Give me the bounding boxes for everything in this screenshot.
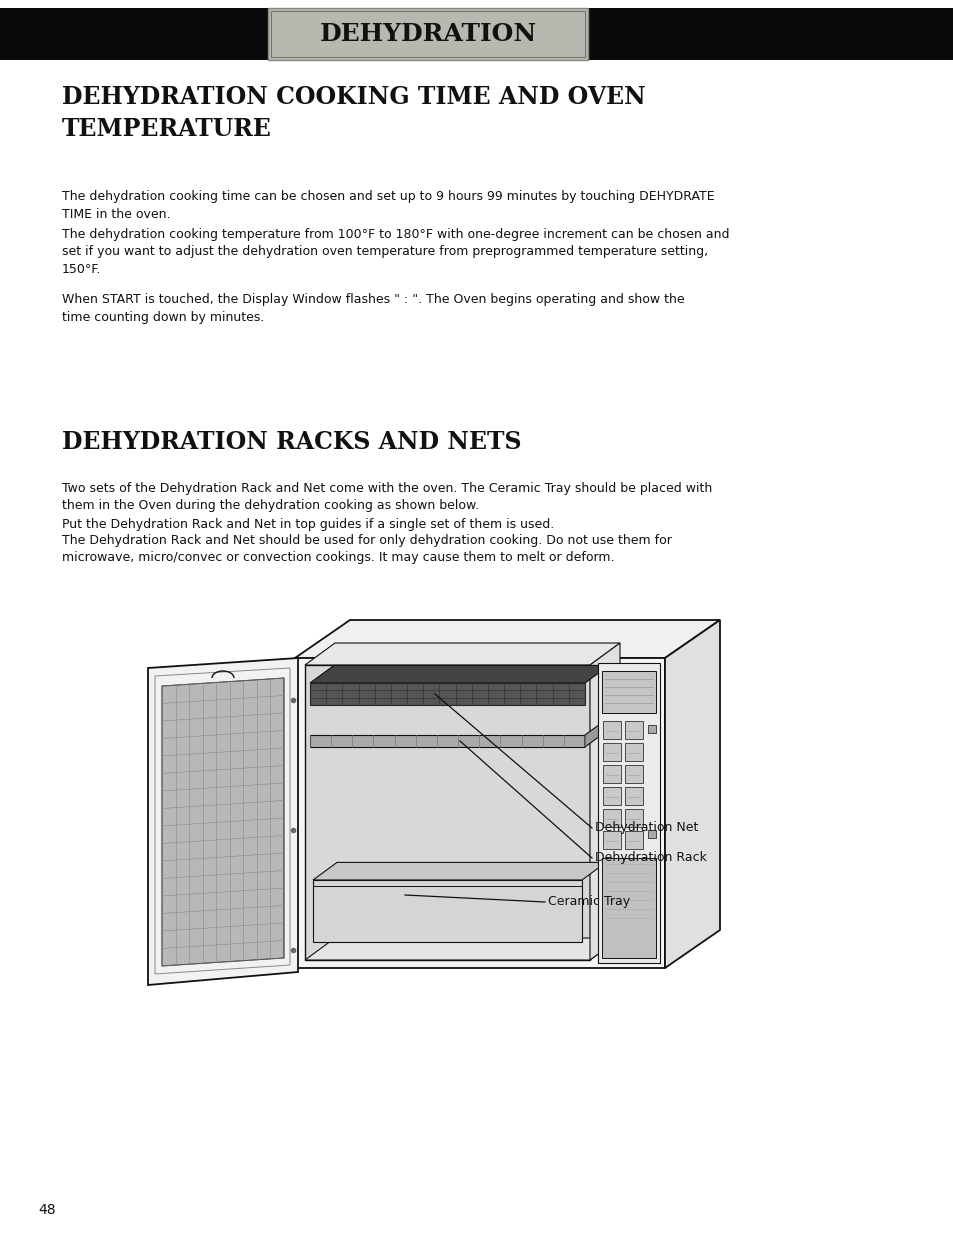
Bar <box>602 743 620 761</box>
Polygon shape <box>305 939 619 960</box>
Polygon shape <box>601 858 656 958</box>
Polygon shape <box>310 735 584 747</box>
Polygon shape <box>313 881 581 942</box>
Text: Ceramic Tray: Ceramic Tray <box>547 895 630 909</box>
Bar <box>0 7 953 61</box>
Text: When START is touched, the Display Window flashes " : ". The Oven begins operati: When START is touched, the Display Windo… <box>62 293 684 324</box>
Polygon shape <box>305 664 589 960</box>
Bar <box>624 809 642 827</box>
Polygon shape <box>598 663 659 963</box>
Polygon shape <box>294 658 664 968</box>
Text: DEHYDRATION RACKS AND NETS: DEHYDRATION RACKS AND NETS <box>62 430 521 454</box>
Text: DEHYDRATION: DEHYDRATION <box>319 22 536 46</box>
Text: Put the Dehydration Rack and Net in top guides if a single set of them is used.: Put the Dehydration Rack and Net in top … <box>62 517 554 531</box>
Bar <box>601 671 656 713</box>
Polygon shape <box>305 643 619 664</box>
Bar <box>602 764 620 783</box>
Bar <box>271 11 584 57</box>
Polygon shape <box>294 620 720 658</box>
Bar <box>602 787 620 805</box>
Polygon shape <box>310 683 584 705</box>
Text: The dehydration cooking time can be chosen and set up to 9 hours 99 minutes by t: The dehydration cooking time can be chos… <box>62 190 714 221</box>
Bar <box>602 809 620 827</box>
Polygon shape <box>310 666 608 683</box>
Polygon shape <box>584 720 605 747</box>
Polygon shape <box>148 658 297 986</box>
Bar <box>624 831 642 848</box>
Text: Two sets of the Dehydration Rack and Net come with the oven. The Ceramic Tray sh: Two sets of the Dehydration Rack and Net… <box>62 482 712 513</box>
Bar <box>647 830 656 839</box>
Text: Dehydration Rack: Dehydration Rack <box>595 851 706 864</box>
Polygon shape <box>162 678 284 966</box>
Polygon shape <box>313 862 605 881</box>
Bar <box>268 7 587 61</box>
Text: Dehydration Net: Dehydration Net <box>595 821 698 835</box>
Bar <box>624 787 642 805</box>
Text: DEHYDRATION COOKING TIME AND OVEN: DEHYDRATION COOKING TIME AND OVEN <box>62 85 645 109</box>
Bar <box>624 764 642 783</box>
Bar <box>647 725 656 734</box>
Text: 48: 48 <box>38 1203 55 1216</box>
Text: TEMPERATURE: TEMPERATURE <box>62 117 272 141</box>
Polygon shape <box>589 643 619 960</box>
Bar <box>624 743 642 761</box>
Bar <box>602 721 620 739</box>
Bar <box>602 831 620 848</box>
Bar <box>624 721 642 739</box>
Polygon shape <box>664 620 720 968</box>
Text: The dehydration cooking temperature from 100°F to 180°F with one-degree incremen: The dehydration cooking temperature from… <box>62 228 729 275</box>
Text: The Dehydration Rack and Net should be used for only dehydration cooking. Do not: The Dehydration Rack and Net should be u… <box>62 534 671 564</box>
